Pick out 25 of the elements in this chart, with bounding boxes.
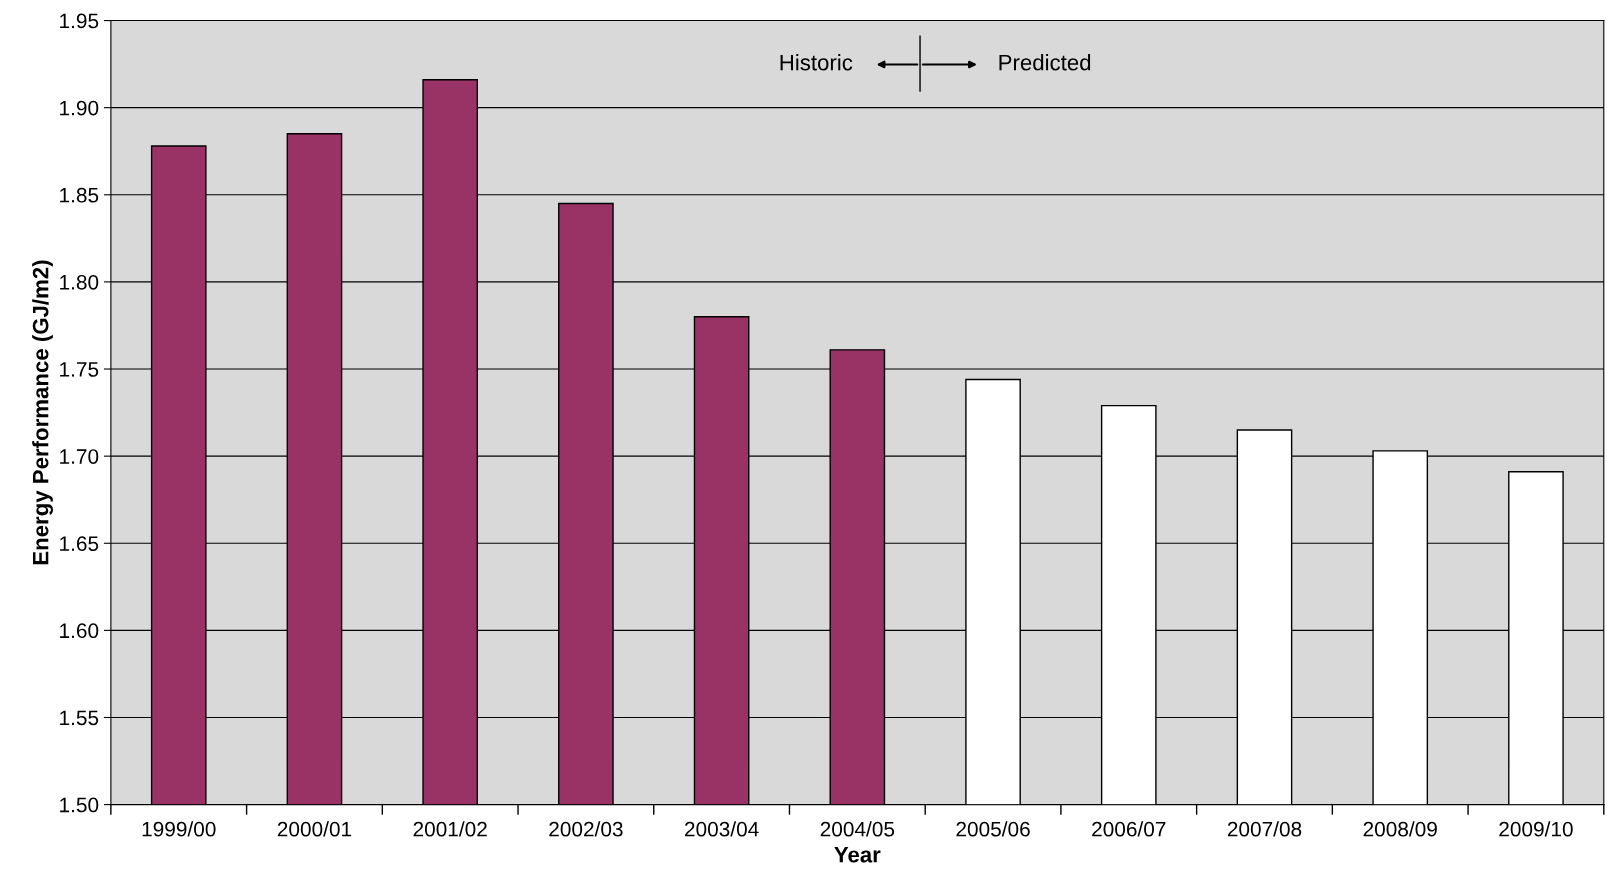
x-tick-label: 2009/10 xyxy=(1499,821,1573,837)
y-tick-label: 1.50 xyxy=(60,797,99,813)
x-tick-label: 2001/02 xyxy=(413,821,487,837)
y-axis-title: Energy Performance (GJ/m2) xyxy=(32,260,53,565)
y-tick-label: 1.65 xyxy=(60,536,99,552)
x-tick-label: 1999/00 xyxy=(142,821,216,837)
x-tick-label: 2008/09 xyxy=(1363,821,1437,837)
x-axis-title: Year xyxy=(834,847,881,863)
y-tick-label: 1.95 xyxy=(60,13,99,29)
x-tick-label: 2005/06 xyxy=(956,821,1030,837)
y-tick-label: 1.85 xyxy=(60,187,99,203)
y-tick-label: 1.80 xyxy=(60,274,99,290)
annotation: Predicted xyxy=(999,54,1091,71)
x-tick-label: 2000/01 xyxy=(277,821,352,837)
x-tick-label: 2002/03 xyxy=(549,821,623,837)
x-tick-label: 2004/05 xyxy=(820,821,895,837)
y-tick-label: 1.60 xyxy=(60,623,99,639)
x-tick-label: 2006/07 xyxy=(1092,821,1166,837)
y-tick-label: 1.55 xyxy=(60,710,99,726)
y-tick-label: 1.75 xyxy=(60,362,99,377)
y-tick-label: 1.90 xyxy=(60,100,99,116)
x-tick-label: 2003/04 xyxy=(685,821,759,837)
x-tick-label: 2007/08 xyxy=(1227,821,1302,837)
y-tick-label: 1.70 xyxy=(60,449,99,464)
annotation: Historic xyxy=(780,54,853,71)
